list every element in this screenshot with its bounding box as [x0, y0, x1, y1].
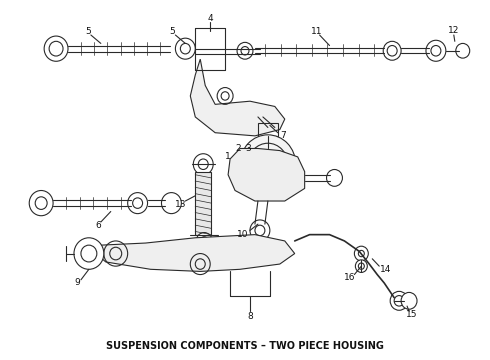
Polygon shape [93, 235, 294, 271]
Bar [258, 123, 278, 136]
Circle shape [74, 238, 104, 269]
Text: 4: 4 [207, 14, 213, 23]
Circle shape [128, 193, 147, 213]
Text: 5: 5 [170, 27, 175, 36]
Circle shape [354, 246, 368, 261]
Text: 16: 16 [343, 273, 355, 282]
Circle shape [162, 193, 181, 213]
Text: 13: 13 [174, 200, 186, 209]
Circle shape [237, 42, 253, 59]
Text: 2: 2 [235, 144, 241, 153]
Text: 15: 15 [406, 310, 418, 319]
Circle shape [355, 260, 368, 273]
Circle shape [383, 41, 401, 60]
Text: 7: 7 [280, 131, 286, 140]
Text: 6: 6 [95, 221, 101, 230]
Circle shape [426, 40, 446, 61]
Text: 14: 14 [380, 265, 391, 274]
Circle shape [29, 190, 53, 216]
Text: 8: 8 [247, 312, 253, 321]
Text: SUSPENSION COMPONENTS – TWO PIECE HOUSING: SUSPENSION COMPONENTS – TWO PIECE HOUSIN… [106, 341, 384, 351]
Text: 3: 3 [245, 144, 251, 153]
Circle shape [196, 233, 212, 249]
Circle shape [456, 44, 470, 58]
Bar [196, 172, 211, 235]
Polygon shape [228, 148, 305, 201]
Text: 1: 1 [225, 152, 231, 161]
Circle shape [193, 154, 213, 175]
Circle shape [250, 220, 270, 241]
Circle shape [390, 291, 408, 310]
Circle shape [44, 36, 68, 61]
Text: 9: 9 [74, 279, 80, 288]
Polygon shape [190, 59, 285, 136]
Circle shape [401, 292, 417, 309]
Text: 12: 12 [448, 26, 460, 35]
Text: 5: 5 [85, 27, 91, 36]
Circle shape [175, 38, 196, 59]
Circle shape [326, 170, 343, 186]
Text: 10: 10 [237, 230, 249, 239]
Circle shape [240, 135, 295, 194]
Text: 11: 11 [311, 27, 322, 36]
